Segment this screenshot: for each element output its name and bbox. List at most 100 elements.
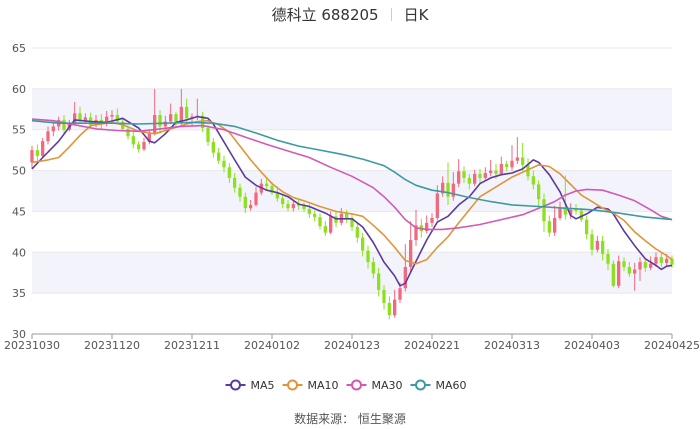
candle-body: [467, 177, 471, 184]
candle-body: [142, 141, 146, 150]
candle-body: [643, 262, 647, 268]
candle-body: [126, 128, 130, 137]
candle-body: [249, 204, 253, 209]
candle-body: [483, 173, 487, 178]
y-tick-label: 55: [12, 124, 26, 137]
candle-body: [547, 221, 551, 233]
candle-body: [457, 171, 461, 184]
grid-band: [32, 252, 672, 294]
x-tick-label: 20240313: [484, 339, 540, 352]
candle-body: [110, 115, 114, 117]
candle-body: [579, 210, 583, 220]
x-tick-label: 20240102: [244, 339, 300, 352]
candle-body: [41, 141, 45, 156]
candle-body: [270, 186, 274, 193]
candle-body: [665, 258, 669, 263]
candle-body: [169, 114, 173, 122]
candle-body: [147, 133, 151, 142]
candle-body: [611, 263, 615, 286]
candle-body: [441, 182, 445, 194]
candle-body: [286, 204, 290, 209]
candle-body: [243, 196, 247, 209]
candle-body: [633, 269, 637, 274]
y-tick-label: 45: [12, 205, 26, 218]
candle-body: [563, 208, 567, 215]
legend-marker: [351, 379, 362, 391]
candle-body: [275, 192, 279, 199]
candle-body: [542, 199, 546, 222]
candle-body: [137, 144, 141, 150]
candle-body: [179, 106, 183, 124]
candle-body: [425, 222, 429, 232]
candle-body: [515, 157, 519, 161]
candle-body: [654, 257, 658, 264]
legend-marker: [287, 379, 298, 391]
candle-body: [553, 217, 557, 233]
candle-body: [185, 106, 189, 119]
candle-body: [585, 219, 589, 235]
candle-body: [403, 266, 407, 289]
candle-body: [451, 183, 455, 197]
candle-body: [435, 193, 439, 218]
x-tick-label: 20231030: [4, 339, 60, 352]
x-tick-label: 20240123: [324, 339, 380, 352]
candle-body: [302, 205, 306, 209]
candle-body: [73, 113, 77, 124]
y-tick-label: 30: [12, 328, 26, 341]
candle-body: [83, 117, 87, 121]
candle-body: [531, 176, 535, 185]
title-separator: [390, 8, 392, 21]
candle-body: [366, 250, 370, 263]
candle-body: [606, 253, 610, 264]
legend-marker: [230, 379, 241, 391]
candle-body: [115, 115, 119, 122]
y-tick-label: 60: [12, 83, 26, 96]
candle-body: [281, 198, 285, 205]
period-label: 日K: [403, 6, 429, 24]
ma-line-ma5: [31, 115, 673, 287]
candle-body: [595, 240, 599, 250]
x-tick-label: 20231211: [164, 339, 220, 352]
candle-body: [414, 225, 418, 241]
candle-body: [350, 217, 354, 227]
legend-label: MA30: [372, 379, 403, 392]
candle-body: [377, 273, 381, 290]
candle-body: [387, 302, 391, 316]
y-tick-label: 35: [12, 287, 26, 300]
candle-body: [217, 152, 221, 161]
candle-body: [313, 213, 317, 218]
candle-body: [201, 115, 205, 129]
ma-line-ma30: [31, 118, 673, 231]
candle-body: [627, 266, 631, 274]
candle-body: [409, 240, 413, 267]
candle-body: [105, 116, 109, 124]
candle-body: [537, 184, 541, 200]
candle-body: [638, 262, 642, 270]
candle-body: [233, 177, 237, 188]
candle-body: [510, 160, 514, 168]
candle-body: [238, 187, 242, 197]
legend-label: MA5: [251, 379, 275, 392]
candle-body: [78, 113, 82, 121]
candle-body: [323, 226, 327, 233]
candle-body: [601, 240, 605, 254]
candle-body: [158, 115, 162, 127]
candle-body: [494, 170, 498, 174]
candle-body: [361, 237, 365, 251]
grid-band: [32, 88, 672, 130]
x-tick-label: 20240403: [564, 339, 620, 352]
candle-body: [51, 126, 55, 132]
candle-body: [521, 157, 525, 165]
candle-body: [227, 167, 231, 178]
candle-body: [558, 208, 562, 218]
candle-body: [574, 209, 578, 211]
legend-marker: [415, 379, 426, 391]
candle-body: [35, 150, 39, 156]
candle-body: [345, 213, 349, 218]
candle-body: [355, 226, 359, 238]
candle-body: [489, 170, 493, 174]
candle-body: [590, 234, 594, 250]
candle-body: [153, 115, 157, 134]
